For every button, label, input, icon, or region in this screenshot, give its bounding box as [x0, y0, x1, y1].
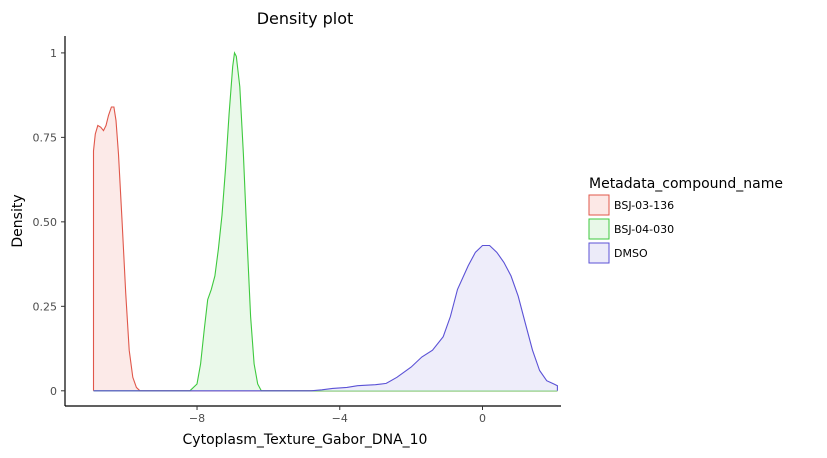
x-axis-ticks: −8 −4 0 — [189, 406, 486, 425]
density-fill-2 — [93, 52, 558, 391]
legend-title: Metadata_compound_name — [589, 176, 783, 192]
legend-label: DMSO — [614, 247, 648, 260]
density-areas — [92, 51, 558, 392]
density-fill-3 — [93, 245, 558, 391]
density-line-1 — [92, 106, 558, 392]
y-tick-label: 0.75 — [33, 131, 58, 144]
legend-label: BSJ-04-030 — [614, 223, 674, 236]
legend-label: BSJ-03-136 — [614, 199, 674, 212]
x-axis-title: Cytoplasm_Texture_Gabor_DNA_10 — [183, 432, 428, 448]
x-tick-label: −8 — [189, 412, 205, 425]
density-line-2 — [93, 51, 558, 392]
y-tick-label: 0 — [50, 385, 57, 398]
legend-swatch — [588, 242, 610, 264]
x-tick-label: 0 — [479, 412, 486, 425]
density-line-3 — [93, 244, 558, 392]
y-tick-label: 0.25 — [33, 300, 58, 313]
legend-swatch — [588, 194, 610, 216]
y-tick-label: 0.50 — [33, 216, 58, 229]
legend: Metadata_compound_name BSJ-03-136 BSJ-04-… — [588, 176, 783, 264]
chart-title: Density plot — [257, 9, 354, 28]
x-tick-label: −4 — [332, 412, 348, 425]
legend-swatch — [588, 218, 610, 240]
y-axis-ticks: 0 0.25 0.50 0.75 1 — [33, 47, 65, 398]
y-tick-label: 1 — [50, 47, 57, 60]
y-axis-title: Density — [10, 194, 26, 247]
